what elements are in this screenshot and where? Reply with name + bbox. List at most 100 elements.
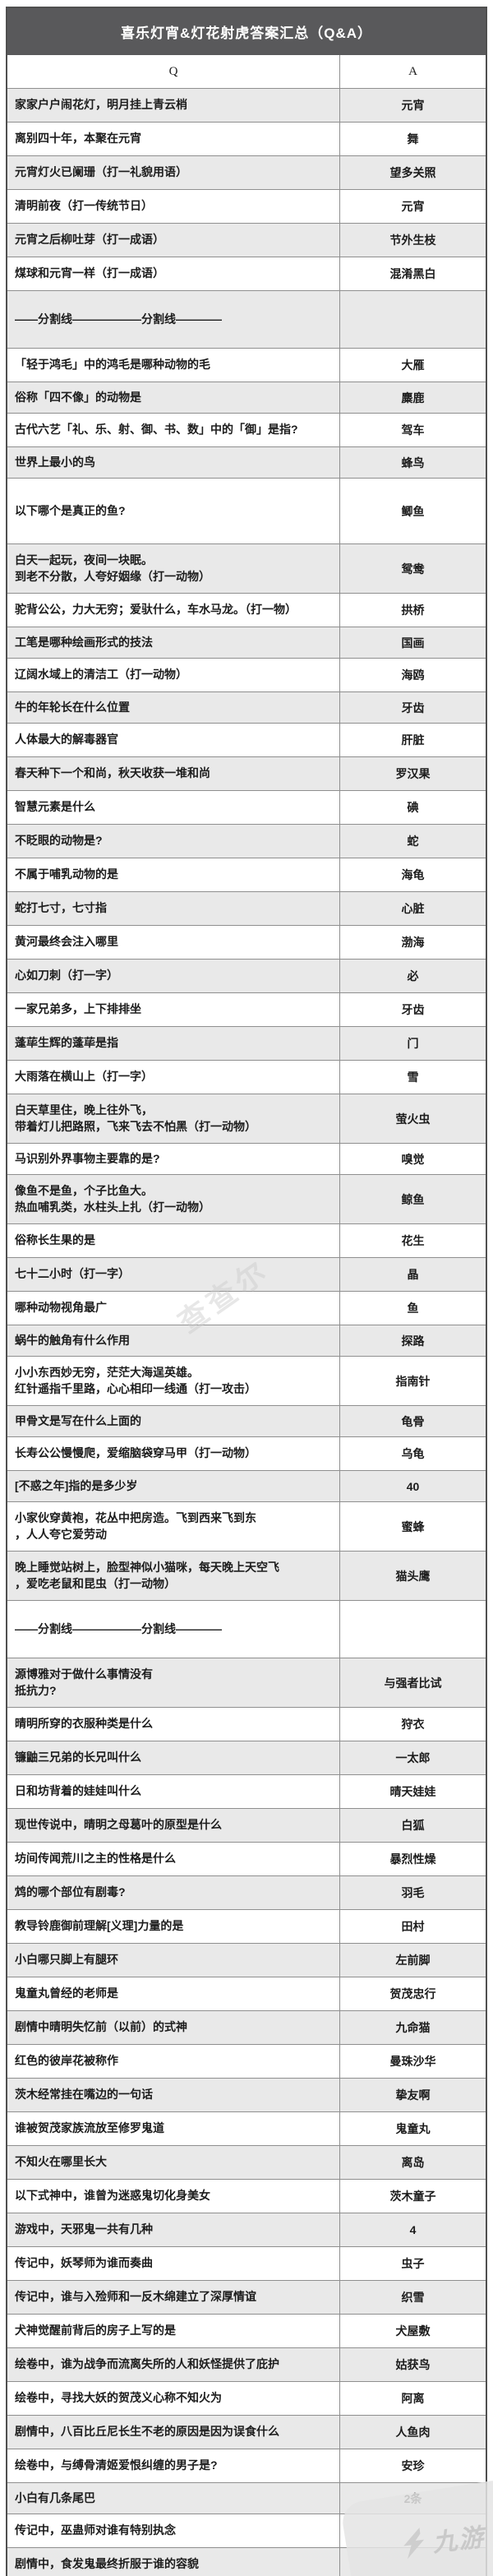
table-row: 人体最大的解毒器官 肝脏 [7, 723, 486, 756]
question-cell: 剧情中，八百比丘尼长生不老的原因是因为误食什么 [7, 2416, 340, 2449]
answer-cell: 犬屋敷 [395, 2324, 431, 2338]
table-row: 牛的年轮长在什么位置 牙齿 [7, 691, 486, 723]
question-cell: 绘卷中，与缚骨清姬爱恨纠缠的男子是? [7, 2449, 340, 2482]
answer-cell: 元宵 [401, 99, 425, 112]
question-cell: ——分割线——————分割线———— [7, 1601, 340, 1658]
table-row: 白天草里住，晚上往外飞， 带着灯儿把路照，飞来飞去不怕黑（打一动物） 萤火虫 [7, 1094, 486, 1143]
answer-cell: 鸳鸯 [401, 562, 425, 576]
question-cell: 大雨落在横山上（打一字） [7, 1061, 340, 1094]
question-cell: 古代六艺「礼、乐、射、御、书、数」中的「御」是指? [7, 414, 340, 446]
table-row: 俗称长生果的是 花生 [7, 1223, 486, 1257]
answer-cell: 麋鹿 [401, 391, 425, 405]
answer-cell: 左前脚 [395, 1954, 431, 1967]
question-cell: 以下哪个是真正的鱼? [7, 479, 340, 543]
question-cell: 剧情中晴明失忆前（以前）的式神 [7, 2011, 340, 2044]
table-row: 蛇打七寸，七寸指 心脏 [7, 891, 486, 925]
answer-cell: 蛇 [407, 835, 419, 848]
answer-cell: 萤火虫 [395, 1112, 431, 1126]
table-row: 煤球和元宵一样（打一成语） 混淆黑白 [7, 257, 486, 290]
answer-cell: 指南针 [395, 1374, 431, 1388]
question-cell: 绘卷中，谁为战争而流离失所的人和妖怪提供了庇护 [7, 2348, 340, 2381]
column-header-a: A [408, 64, 417, 78]
answer-cell: 羽毛 [401, 1886, 425, 1899]
answer-cell: 贺茂忠行 [389, 1987, 436, 2000]
table-row: 不属于哺乳动物的是 海龟 [7, 858, 486, 891]
column-header-row: Q A [7, 55, 486, 88]
question-cell: 煤球和元宵一样（打一成语） [7, 257, 340, 290]
question-cell: 像鱼不是鱼，个子比鱼大。 热血哺乳类，水柱头上扎（打一动物） [7, 1175, 340, 1223]
table-row: 小家伙穿黄袍，花丛中把房造。飞到西来飞到东 ，人人夸它爱劳动 蜜蜂 [7, 1501, 486, 1551]
question-cell: 元宵灯火已阑珊（打一礼貌用语） [7, 156, 340, 189]
table-row: 七十二小时（打一字） 晶 [7, 1257, 486, 1291]
answer-cell: 九命猫 [395, 2021, 431, 2034]
column-header-q: Q [7, 55, 340, 88]
table-row: 世界上最小的鸟 蜂鸟 [7, 446, 486, 478]
table-row: 一家兄弟多，上下排排坐 牙齿 [7, 992, 486, 1026]
answer-cell: 曼珠沙华 [389, 2055, 436, 2068]
answer-cell: 离岛 [401, 2156, 425, 2169]
question-cell: ——分割线——————分割线———— [7, 291, 340, 348]
table-row: 现世传说中，晴明之母葛叶的原型是什么 白狐 [7, 1808, 486, 1842]
table-row: ——分割线——————分割线———— [7, 290, 486, 348]
table-row: 坊间传闻荒川之主的性格是什么 暴烈性燥 [7, 1842, 486, 1875]
answer-cell [340, 1601, 486, 1658]
question-cell: 源博雅对于做什么事情没有 抵抗力? [7, 1658, 340, 1707]
table-body: 家家户户闹花灯，明月挂上青云梢 元宵 离别四十年，本聚在元宵 舞 元宵灯火已阑珊… [7, 88, 486, 2576]
answer-cell: 雪 [407, 1071, 419, 1084]
question-cell: 俗称「四不像」的动物是 [7, 382, 340, 413]
table-row: 以下哪个是真正的鱼? 鲫鱼 [7, 478, 486, 543]
answer-cell: 阿离 [401, 2392, 425, 2405]
table-row: 春天种下一个和尚，秋天收获一堆和尚 罗汉果 [7, 756, 486, 790]
table-row: 黄河最终会注入哪里 渤海 [7, 925, 486, 959]
question-cell: 晴明所穿的衣服种类是什么 [7, 1708, 340, 1741]
table-row: 小白哪只脚上有腿环 左前脚 [7, 1943, 486, 1977]
answer-cell: 碘 [407, 801, 419, 814]
answer-cell: 舞 [407, 132, 419, 146]
answer-cell: 鬼童丸 [395, 2122, 431, 2135]
question-cell: 剧情中，食发鬼最终折服于谁的容貌 [7, 2548, 340, 2576]
table-row: 茨木经常挂在嘴边的一句话 挚友啊 [7, 2078, 486, 2111]
question-cell: 蜗牛的触角有什么作用 [7, 1325, 340, 1356]
question-cell: 红色的彼岸花被称作 [7, 2045, 340, 2078]
answer-cell [340, 291, 486, 348]
answer-cell: 海鸥 [401, 668, 425, 682]
question-cell: 哪种动物视角最广 [7, 1292, 340, 1325]
table-row: 绘卷中，寻找大妖的贺茂义心称不知火为 阿离 [7, 2381, 486, 2415]
table-row: 晚上睡觉站树上，脸型神似小猫咪，每天晚上天空飞 ，爱吃老鼠和昆虫（打一动物） 猫… [7, 1551, 486, 1600]
table-row: 元宵灯火已阑珊（打一礼貌用语） 望多关照 [7, 155, 486, 189]
question-cell: 智慧元素是什么 [7, 791, 340, 824]
answer-cell: 牙齿 [401, 701, 425, 715]
table-row: 马识别外界事物主要靠的是? 嗅觉 [7, 1143, 486, 1174]
answer-cell: 人鱼肉 [395, 2426, 431, 2439]
table-row: 谁被贺茂家族流放至修罗鬼道 鬼童丸 [7, 2111, 486, 2145]
table-row: 辽阔水域上的清洁工（打一动物） 海鸥 [7, 658, 486, 691]
table-row: 不知火在哪里长大 离岛 [7, 2145, 486, 2179]
answer-cell: 虫子 [401, 2257, 425, 2270]
table-row: 不眨眼的动物是? 蛇 [7, 824, 486, 858]
answer-cell: 牙齿 [401, 1003, 425, 1016]
table-row: 传记中，谁与入殓师和一反木绵建立了深厚情谊 织雪 [7, 2280, 486, 2314]
answer-cell: 嗅觉 [401, 1152, 425, 1166]
table-row: 驼背公公，力大无穷；爱驮什么，车水马龙。（打一物） 拱桥 [7, 593, 486, 627]
answer-cell: 大雁 [401, 358, 425, 372]
question-cell: 牛的年轮长在什么位置 [7, 692, 340, 723]
table-row: 源博雅对于做什么事情没有 抵抗力? 与强者比试 [7, 1658, 486, 1707]
question-cell: 以下式神中，谁曾为迷惑鬼切化身美女 [7, 2180, 340, 2213]
question-cell: 游戏中，天邪鬼一共有几种 [7, 2213, 340, 2246]
table-row: 红色的彼岸花被称作 曼珠沙华 [7, 2044, 486, 2078]
answer-cell: 门 [407, 1037, 419, 1050]
question-cell: 绘卷中，寻找大妖的贺茂义心称不知火为 [7, 2382, 340, 2415]
table-row: 犬神觉醒前背后的房子上写的是 犬屋敷 [7, 2314, 486, 2347]
table-title: 喜乐灯宵&灯花射虎答案汇总（Q&A） [7, 8, 486, 55]
question-cell: 现世传说中，晴明之母葛叶的原型是什么 [7, 1809, 340, 1842]
answer-cell: 龟骨 [401, 1414, 425, 1428]
question-cell: 镰鼬三兄弟的长兄叫什么 [7, 1741, 340, 1774]
table-row: 白天一起玩，夜间一块眠。 到老不分散，人夸好姻缘（打一动物） 鸳鸯 [7, 543, 486, 593]
question-cell: 黄河最终会注入哪里 [7, 926, 340, 959]
question-cell: 心如刀刺（打一字） [7, 960, 340, 992]
question-cell: 鸩的哪个部位有剧毒? [7, 1876, 340, 1909]
answer-cell: 必 [407, 969, 419, 983]
question-cell: 传记中，妖琴师为谁而奏曲 [7, 2247, 340, 2280]
table-row: 日和坊背着的娃娃叫什么 晴天娃娃 [7, 1774, 486, 1808]
table-row: 绘卷中，谁为战争而流离失所的人和妖怪提供了庇护 姑获鸟 [7, 2347, 486, 2381]
